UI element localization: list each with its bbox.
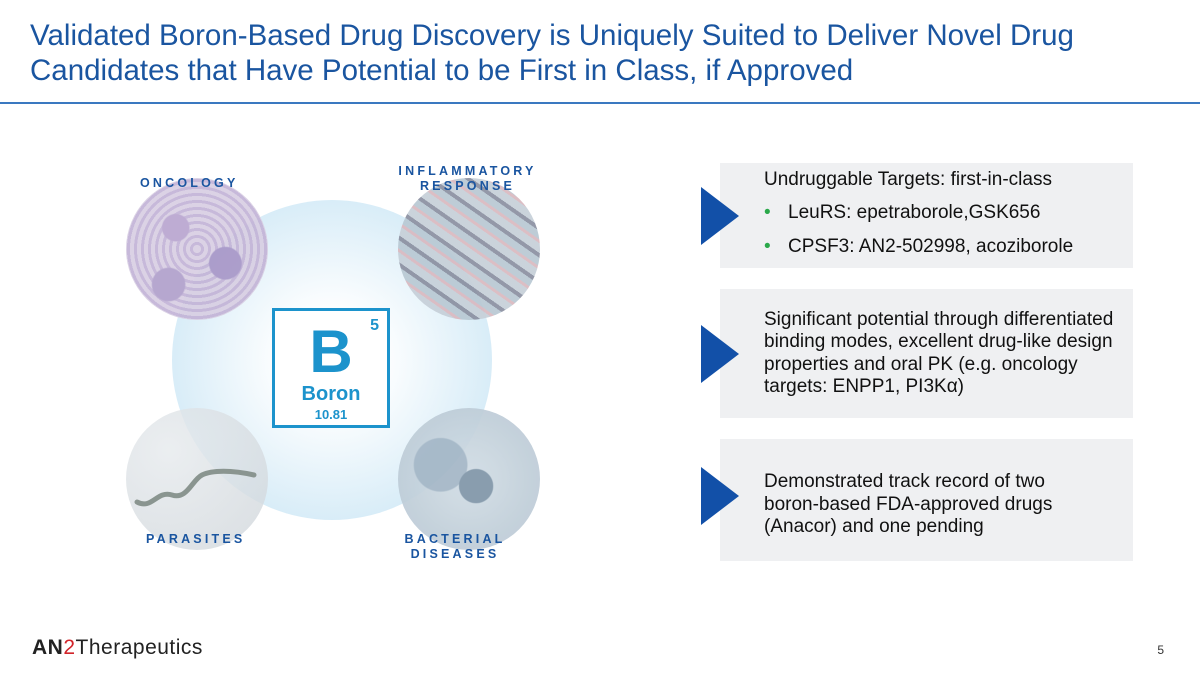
- title-divider: [0, 102, 1200, 104]
- label-oncology: ONCOLOGY: [140, 176, 239, 190]
- bacterial-image: [398, 408, 540, 550]
- logo-an: AN: [32, 636, 64, 659]
- oncology-image: [126, 178, 268, 320]
- label-line: BACTERIAL: [404, 532, 506, 546]
- logo-2: 2: [63, 636, 76, 659]
- label-inflammatory: INFLAMMATORY RESPONSE: [395, 164, 540, 194]
- callout-box-2: Significant potential through differenti…: [720, 289, 1133, 418]
- label-line: DISEASES: [410, 547, 500, 561]
- bullet-icon: •: [764, 202, 771, 224]
- callout-box-1: Undruggable Targets: first-in-class • Leu…: [720, 163, 1133, 268]
- callout-box-3: Demonstrated track record of two boron-b…: [720, 439, 1133, 561]
- inflammatory-image: [398, 178, 540, 320]
- label-parasites: PARASITES: [146, 532, 246, 546]
- bullet-text: LeuRS: epetraborole,GSK656: [788, 202, 1041, 224]
- callout-text: Demonstrated track record of two boron-b…: [764, 471, 1053, 538]
- bullet-text: CPSF3: AN2-502998, acoziborole: [788, 235, 1074, 257]
- bullet-item: • LeuRS: epetraborole,GSK656: [764, 202, 1133, 225]
- slide-title: Validated Boron-Based Drug Discovery is …: [30, 19, 1074, 87]
- arrow-triangle-icon: [701, 467, 739, 525]
- worm-illustration: [134, 468, 257, 507]
- periodic-element-tile: 5 B Boron 10.81: [272, 308, 390, 428]
- logo-therapeutics: Therapeutics: [75, 636, 203, 659]
- element-name: Boron: [301, 383, 361, 405]
- callout-heading: Undruggable Targets: first-in-class: [764, 168, 1052, 190]
- label-bacterial: BACTERIAL DISEASES: [390, 532, 520, 562]
- atomic-mass: 10.81: [314, 407, 348, 422]
- label-line: RESPONSE: [419, 179, 516, 193]
- page-number: 5: [1157, 643, 1164, 657]
- callout-text: Significant potential through differenti…: [764, 308, 1114, 398]
- bullet-icon: •: [764, 235, 771, 257]
- label-line: INFLAMMATORY: [398, 164, 537, 178]
- atomic-number: 5: [370, 317, 379, 334]
- arrow-triangle-icon: [701, 187, 739, 245]
- bullet-item: • CPSF3: AN2-502998, acoziborole: [764, 236, 1133, 259]
- element-symbol: B: [309, 318, 353, 385]
- company-logo: AN2Therapeutics: [32, 636, 203, 660]
- arrow-triangle-icon: [701, 325, 739, 383]
